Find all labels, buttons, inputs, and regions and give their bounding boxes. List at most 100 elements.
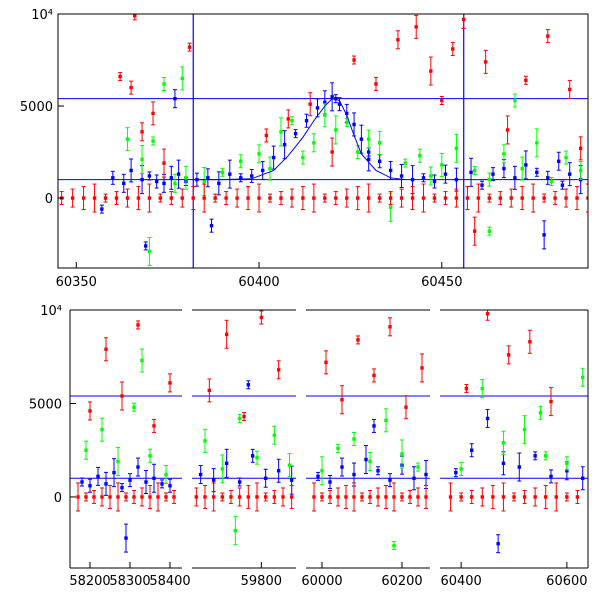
top-red-point [136, 186, 141, 211]
bottom-green-point [368, 451, 372, 471]
bottom-green-point [233, 516, 238, 546]
top-red-point [180, 188, 185, 208]
top-green-point [268, 156, 272, 181]
bottom-blue-point [250, 448, 255, 463]
top-red-point [103, 193, 108, 203]
bottom-red-point [289, 484, 294, 509]
bottom-blue-point [364, 445, 368, 475]
top-red-point [531, 183, 536, 213]
bottom-red-point [344, 484, 348, 509]
top-green-point [180, 66, 185, 91]
top-green-point [257, 144, 262, 164]
bottom-green-point [140, 348, 144, 373]
top-red-point [70, 188, 75, 208]
bottom-blue-point [124, 523, 128, 553]
bottom-xtick-label: 59800 [241, 574, 282, 589]
top-red-point [421, 183, 426, 213]
bottom-segment-1: 59800 [192, 309, 296, 589]
top-blue-point [534, 167, 539, 177]
bottom-red-point [564, 492, 569, 502]
top-blue-point [388, 160, 393, 180]
bottom-red-point [420, 353, 424, 383]
bottom-red-point [84, 492, 88, 502]
top-blue-point [490, 167, 495, 182]
bottom-red-point [336, 487, 340, 507]
top-blue-point [304, 113, 309, 128]
bottom-blue-point [152, 463, 156, 493]
top-green-point [238, 154, 243, 169]
bottom-blue-point [424, 460, 428, 490]
bottom-blue-point [80, 477, 84, 487]
top-blue-point [443, 164, 448, 184]
bottom-blue-point [128, 473, 132, 488]
top-blue-point [99, 204, 104, 214]
top-red-point [92, 183, 97, 213]
top-red-point [542, 193, 547, 203]
bottom-green-point [132, 402, 136, 412]
top-red-point [450, 41, 455, 56]
top-red-point [330, 137, 335, 167]
bottom-red-point [404, 395, 408, 420]
top-red-point [125, 188, 130, 208]
bottom-red-point [575, 489, 580, 504]
bottom-red-point [156, 482, 160, 512]
bottom-blue-point [533, 451, 538, 461]
bottom-red-point [312, 482, 316, 512]
bottom-blue-point [276, 458, 281, 483]
top-red-point [187, 42, 192, 52]
bottom-red-point [328, 489, 332, 504]
top-green-point [300, 150, 305, 165]
bottom-red-point [376, 487, 380, 507]
top-green-point [333, 115, 338, 145]
top-blue-point [337, 97, 342, 112]
top-green-point [162, 76, 166, 91]
bottom-red-point [246, 484, 251, 509]
bottom-blue-point [517, 452, 522, 482]
bottom-red-point [194, 487, 199, 507]
bottom-red-point [116, 482, 120, 512]
top-red-point [498, 191, 503, 206]
bottom-red-point [164, 492, 168, 502]
top-red-point [374, 76, 378, 91]
top-red-point [278, 191, 283, 206]
bottom-blue-point [136, 457, 140, 477]
top-green-point [172, 173, 177, 193]
top-plot-area [58, 14, 588, 268]
top-blue-point [542, 220, 547, 250]
bottom-green-point [287, 453, 292, 478]
top-blue-point [176, 159, 181, 189]
top-xtick-label: 60350 [56, 275, 97, 290]
bottom-red-point [272, 489, 277, 504]
top-green-point [417, 148, 422, 163]
bottom-blue-point [144, 470, 148, 494]
top-blue-point [545, 170, 550, 185]
bottom-red-point [324, 350, 328, 375]
bottom-red-point [340, 385, 344, 415]
bottom-red-point [76, 482, 80, 512]
bottom-green-point [100, 417, 104, 442]
bottom-xtick-label: 58400 [149, 574, 190, 589]
bottom-blue-point [246, 380, 251, 390]
bottom-red-point [242, 412, 246, 422]
bottom-xtick-label: 60000 [301, 574, 342, 589]
bottom-ytick-label: 0 [54, 491, 62, 506]
top-blue-point [567, 162, 572, 187]
bottom-blue-point [453, 468, 458, 478]
top-red-point [158, 193, 163, 203]
top-red-point [246, 186, 251, 211]
bottom-red-point [148, 484, 152, 509]
top-green-point [428, 166, 433, 186]
top-red-point [308, 92, 313, 117]
bottom-green-point [538, 405, 543, 420]
bottom-blue-point [372, 418, 376, 433]
top-red-point [520, 186, 525, 211]
bottom-green-point [320, 456, 324, 486]
bottom-red-point [259, 310, 264, 325]
bottom-red-point [388, 317, 392, 337]
top-green-point [289, 116, 294, 126]
top-red-point [377, 193, 382, 203]
bottom-green-point [116, 446, 120, 476]
bottom-red-point [522, 489, 527, 504]
top-green-point [183, 165, 188, 190]
